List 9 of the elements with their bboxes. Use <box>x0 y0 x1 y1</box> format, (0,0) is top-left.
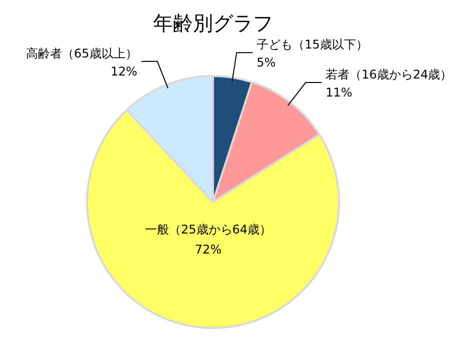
data-label: 11% <box>326 86 352 100</box>
slice-label: 高齢者（65歳以上） <box>26 46 138 60</box>
data-label: 12% <box>110 64 138 78</box>
slice-label: 若者（16歳から24歳） <box>326 68 452 82</box>
title: 年齢別グラフ <box>153 11 273 35</box>
slice-label: 子ども（15歳以下） <box>256 38 368 52</box>
data-label: 5% <box>256 56 276 70</box>
data-label: 72% <box>194 242 222 256</box>
slice-label: 一般（25歳から64歳） <box>144 222 272 236</box>
